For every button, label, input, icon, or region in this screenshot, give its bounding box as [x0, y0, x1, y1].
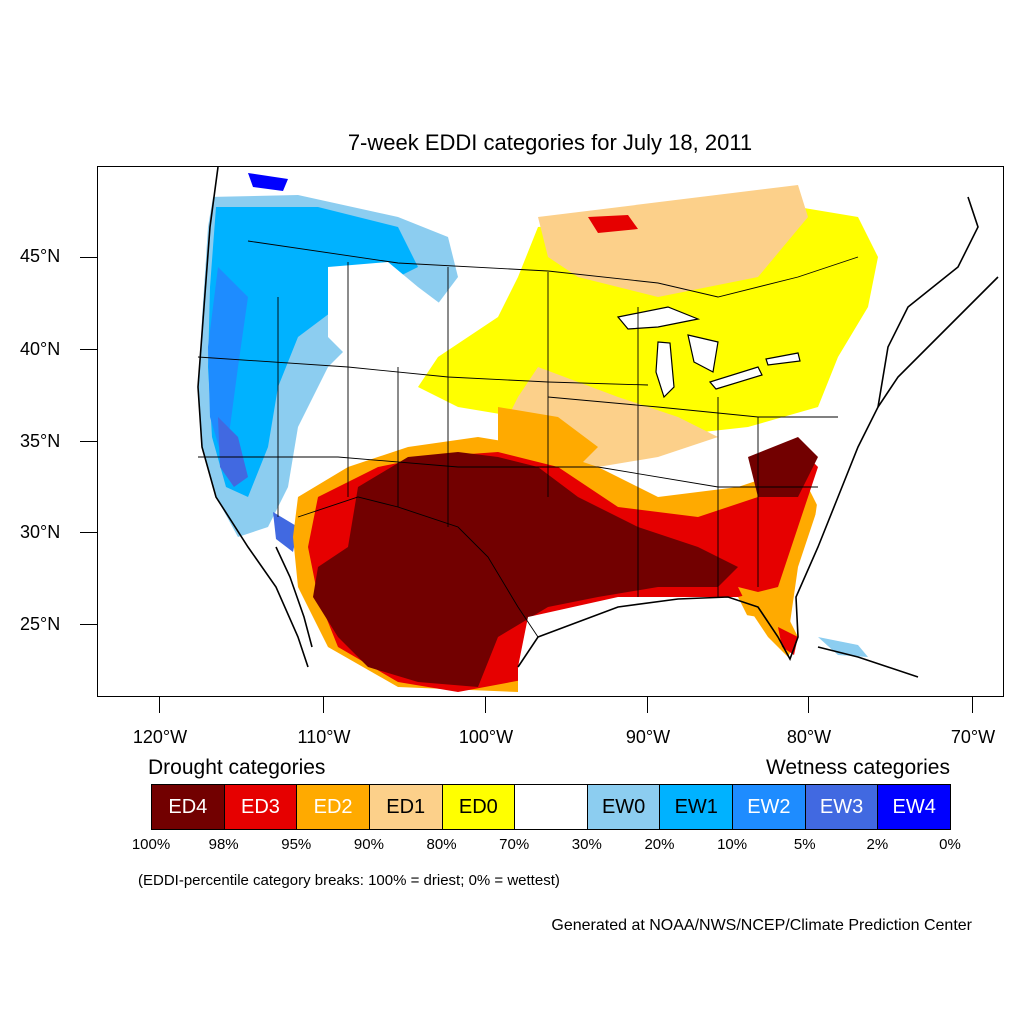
legend-box-ed2: ED2: [296, 784, 370, 830]
lon-label-120: 120°W: [132, 727, 188, 747]
legend-box-ew1: EW1: [659, 784, 734, 830]
legend-box-ew3: EW3: [804, 784, 879, 830]
legend-box-normal: [514, 784, 588, 830]
legend-box-ew2: EW2: [732, 784, 806, 830]
break-label: 70%: [499, 836, 530, 853]
lake-ontario: [765, 352, 801, 366]
break-label: 90%: [353, 836, 384, 853]
break-label: 10%: [717, 836, 748, 853]
lat-tick: [80, 349, 97, 351]
coastlines: [197, 167, 999, 678]
lat-label-35: 35°N: [20, 431, 61, 451]
wetness-ew4-baja: [273, 512, 298, 552]
legend-box-ed4: ED4: [151, 784, 225, 830]
lon-label-90: 90°W: [625, 727, 671, 747]
lat-label-40: 40°N: [20, 339, 61, 359]
lake-erie: [708, 366, 763, 390]
lon-tick: [972, 697, 974, 713]
lon-tick: [485, 697, 487, 713]
wetness-categories-title: Wetness categories: [765, 756, 950, 779]
legend-box-ed3: ED3: [223, 784, 298, 830]
lon-label-70: 70°W: [950, 727, 996, 747]
gulf-of-california: [276, 547, 308, 637]
gulf-of-mexico: [518, 597, 778, 696]
lat-label-45: 45°N: [20, 246, 61, 266]
drought-ed4-southeast: [748, 437, 818, 497]
break-label: 20%: [644, 836, 675, 853]
wetness-ew3-west: [218, 417, 248, 487]
lon-label-110: 110°W: [297, 727, 351, 747]
legend-box-ew4: EW4: [877, 784, 951, 830]
lat-label-25: 25°N: [20, 614, 61, 634]
legend-box-ed1: ED1: [368, 784, 443, 830]
lon-label-80: 80°W: [786, 727, 832, 747]
wetness-ew2-west: [208, 267, 248, 457]
lat-tick: [80, 624, 97, 626]
eddi-map: [98, 167, 1003, 696]
break-label: 95%: [281, 836, 312, 853]
break-label: 2%: [866, 836, 889, 853]
wetness-ew4-nw: [248, 173, 288, 191]
political-borders: [197, 240, 859, 638]
drought-ed4-south: [313, 452, 738, 687]
break-label: 80%: [426, 836, 457, 853]
lake-michigan: [655, 341, 675, 399]
break-label: 100%: [131, 836, 171, 853]
legend-box-ew0: EW0: [586, 784, 661, 830]
break-label: 5%: [793, 836, 816, 853]
drought-ed3-canada: [588, 215, 638, 233]
lon-tick: [323, 697, 325, 713]
map-title: 7-week EDDI categories for July 18, 2011: [347, 130, 753, 155]
drought-categories-title: Drought categories: [148, 756, 326, 779]
lake-huron: [687, 334, 719, 373]
wetness-caribbean: [818, 637, 868, 657]
lon-tick: [647, 697, 649, 713]
percentile-note: (EDDI-percentile category breaks: 100% =…: [138, 872, 560, 889]
atlantic-ocean: [798, 288, 1003, 696]
lon-tick: [808, 697, 810, 713]
legend-box-ed0: ED0: [441, 784, 516, 830]
lon-tick: [159, 697, 161, 713]
drought-ed3-florida: [778, 627, 798, 655]
lat-tick: [80, 532, 97, 534]
credit-text: Generated at NOAA/NWS/NCEP/Climate Predi…: [551, 917, 972, 934]
map-panel: [97, 166, 1004, 697]
break-label: 0%: [939, 836, 961, 853]
drought-ed1-canada: [538, 185, 808, 297]
lat-tick: [80, 441, 97, 443]
break-label: 30%: [571, 836, 602, 853]
lat-tick: [80, 257, 97, 259]
break-label: 98%: [208, 836, 239, 853]
pacific-ocean: [98, 167, 318, 696]
lon-label-100: 100°W: [458, 727, 514, 747]
lat-label-30: 30°N: [20, 522, 61, 542]
